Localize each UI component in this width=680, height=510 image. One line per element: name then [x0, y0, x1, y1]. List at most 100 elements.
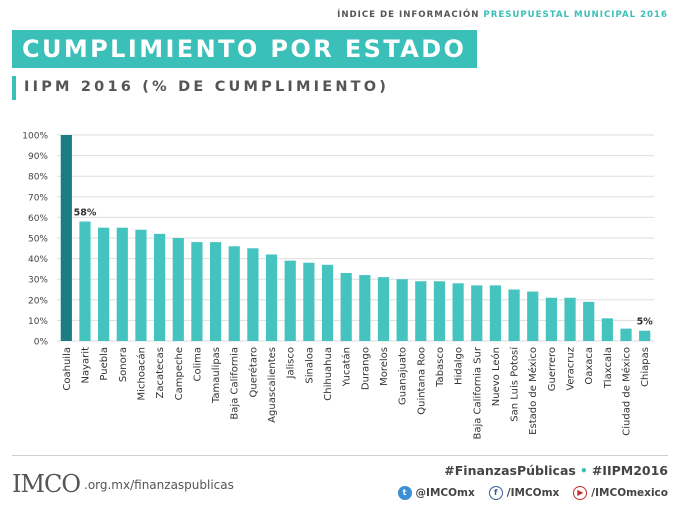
x-tick-label: Durango [360, 347, 371, 390]
x-tick-label: San Luis Potosí [509, 346, 521, 422]
bar [154, 233, 166, 341]
data-label: 5% [637, 317, 654, 328]
title-band: CUMPLIMIENTO POR ESTADO [12, 30, 477, 68]
social-youtube[interactable]: ▶ /IMCOmexico [573, 486, 668, 500]
y-tick-label: 90% [28, 152, 48, 162]
topline-prefix: ÍNDICE DE INFORMACIÓN [337, 10, 480, 20]
bar [527, 291, 539, 341]
footer-url[interactable]: .org.mx/finanzaspublicas [84, 478, 234, 492]
x-tick-label: Tlaxcala [603, 347, 614, 389]
bar [489, 285, 502, 341]
x-tick-label: Coahuila [62, 347, 73, 391]
bar [452, 283, 464, 341]
y-tick-label: 40% [28, 255, 48, 265]
x-tick-label: Nayarit [80, 347, 91, 384]
youtube-handle: /IMCOmexico [591, 487, 668, 499]
x-tick-label: Tamaulipas [211, 347, 222, 404]
bar [583, 301, 595, 341]
x-tick-label: Chihuahua [323, 347, 334, 401]
page-title: CUMPLIMIENTO POR ESTADO [22, 35, 467, 63]
x-tick-label: Chiapas [640, 347, 651, 387]
social-twitter[interactable]: t @IMCOmx [397, 486, 475, 500]
twitter-icon: t [397, 486, 412, 500]
bar [471, 285, 483, 341]
x-tick-label: Michoacán [135, 347, 147, 400]
x-tick-label: Yucatán [341, 347, 353, 387]
x-tick-label: Guerrero [547, 347, 558, 391]
bar [359, 275, 371, 341]
x-tick-label: Baja California Sur [472, 346, 483, 439]
y-tick-label: 0% [34, 338, 49, 348]
bar [209, 242, 222, 341]
bar [60, 135, 72, 341]
hashtag-finanzas[interactable]: #FinanzasPúblicas [444, 463, 576, 478]
imco-logo: IMCO [12, 470, 81, 498]
bar [98, 227, 110, 341]
x-tick-label: Oaxaca [584, 347, 595, 385]
data-label: 58% [74, 208, 97, 219]
bar [508, 289, 520, 341]
bar [601, 318, 613, 341]
x-tick-label: Zacatecas [155, 347, 166, 399]
x-tick-label: Tabasco [435, 347, 446, 388]
bar [545, 297, 557, 341]
bar [172, 238, 184, 341]
footer-divider [12, 455, 668, 456]
bar [191, 242, 203, 341]
header-topline: ÍNDICE DE INFORMACIÓN PRESUPUESTAL MUNIC… [337, 10, 668, 20]
x-tick-label: Ciudad de México [621, 347, 633, 436]
x-tick-label: Guanajuato [398, 347, 409, 405]
x-tick-label: Veracruz [566, 347, 577, 391]
y-tick-label: 20% [28, 296, 48, 306]
facebook-handle: /IMCOmx [506, 487, 560, 499]
y-tick-label: 50% [28, 235, 48, 245]
y-tick-label: 60% [28, 214, 48, 224]
bar [79, 221, 91, 341]
bar [433, 281, 446, 341]
bar [135, 229, 147, 341]
social-links: t @IMCOmx f /IMCOmx ▶ /IMCOmexico [397, 486, 668, 500]
bar [396, 279, 408, 341]
chart-subtitle: IIPM 2016 (% DE CUMPLIMIENTO) [24, 79, 390, 95]
bar [340, 273, 352, 341]
x-tick-label: Baja California [230, 347, 241, 420]
youtube-icon: ▶ [573, 486, 588, 500]
bar [284, 260, 296, 341]
x-tick-label: Sonora [118, 347, 129, 382]
x-tick-label: Morelos [379, 347, 390, 386]
x-tick-label: Estado de México [527, 347, 539, 435]
bar [116, 227, 128, 341]
bar [620, 328, 632, 341]
bar [639, 330, 651, 341]
subtitle-accent-bar [12, 76, 16, 100]
x-tick-label: Campeche [174, 347, 185, 400]
bar [265, 254, 278, 341]
x-tick-label: Hidalgo [454, 347, 465, 385]
bar-chart: 0% 10% 20% 30% 40% 50% 60% 70% 80% 90% 100% Coahuil… [22, 132, 654, 440]
x-tick-label: Aguascalientes [267, 347, 278, 423]
x-tick-label: Querétaro [247, 347, 259, 397]
bar [415, 281, 427, 341]
y-tick-label: 80% [28, 173, 48, 183]
y-tick-label: 10% [28, 317, 48, 327]
x-tick-label: Nuevo León [490, 347, 502, 406]
bar [564, 297, 576, 341]
x-tick-label: Puebla [99, 347, 110, 381]
topline-highlight: PRESUPUESTAL MUNICIPAL 2016 [483, 10, 668, 20]
y-tick-label: 70% [28, 193, 48, 203]
facebook-icon: f [488, 486, 503, 500]
bar [377, 277, 390, 341]
hashtag-separator: • [579, 463, 588, 478]
x-tick-label: Colima [192, 347, 203, 382]
hashtag-iipm[interactable]: #IIPM2016 [591, 463, 668, 478]
y-tick-label: 30% [28, 276, 48, 286]
twitter-handle: @IMCOmx [415, 487, 475, 499]
y-tick-label: 100% [22, 132, 48, 142]
bar [303, 262, 315, 341]
x-tick-label: Jalisco [286, 347, 297, 379]
social-facebook[interactable]: f /IMCOmx [488, 486, 560, 500]
bar [228, 246, 240, 341]
footer-hashtags: #FinanzasPúblicas • #IIPM2016 [444, 463, 668, 478]
bar [321, 264, 334, 341]
x-tick-label: Quintana Roo [416, 347, 427, 415]
